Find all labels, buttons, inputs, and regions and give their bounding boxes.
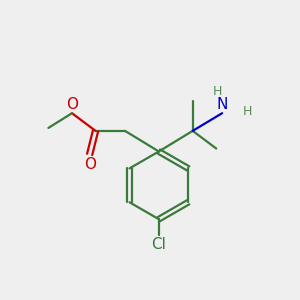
Text: H: H bbox=[213, 85, 222, 98]
Text: Cl: Cl bbox=[152, 238, 166, 252]
Text: N: N bbox=[217, 97, 228, 112]
Text: O: O bbox=[84, 157, 96, 172]
Text: O: O bbox=[66, 97, 78, 112]
Text: H: H bbox=[243, 105, 252, 118]
